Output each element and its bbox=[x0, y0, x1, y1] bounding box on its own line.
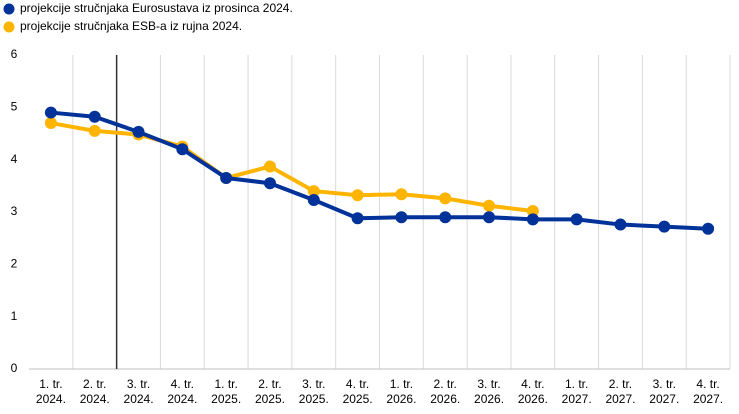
y-tick-label: 0 bbox=[11, 361, 18, 375]
series-point bbox=[526, 204, 539, 217]
x-tick-line: 4. tr. bbox=[171, 377, 194, 391]
series-point bbox=[307, 185, 320, 198]
x-tick-line: 2024. bbox=[80, 392, 110, 406]
series-point bbox=[483, 211, 496, 224]
series-point bbox=[483, 199, 496, 212]
series-point bbox=[88, 124, 101, 137]
x-tick-line: 2026. bbox=[518, 392, 548, 406]
x-tick-label: 3. tr. 2027. bbox=[649, 377, 679, 406]
series-point bbox=[44, 106, 57, 119]
legend-label: projekcije stručnjaka Eurosustava iz pro… bbox=[20, 1, 293, 15]
y-tick-label: 5 bbox=[11, 100, 18, 114]
x-tick-label: 1. tr. 2024. bbox=[36, 377, 66, 406]
x-tick-line: 2027. bbox=[605, 392, 635, 406]
series-point bbox=[176, 143, 189, 156]
x-tick-line: 2. tr. bbox=[258, 377, 281, 391]
x-tick-line: 2024. bbox=[124, 392, 154, 406]
x-tick-line: 1. tr. bbox=[214, 377, 237, 391]
x-tick-line: 2026. bbox=[386, 392, 416, 406]
x-tick-label: 3. tr. 2024. bbox=[124, 377, 154, 406]
series-line bbox=[50, 121, 534, 213]
x-tick-label: 2. tr. 2027. bbox=[605, 377, 635, 406]
x-tick-line: 1. tr. bbox=[565, 377, 588, 391]
x-tick-line: 2. tr. bbox=[83, 377, 106, 391]
legend-label: projekcije stručnjaka ESB-a iz rujna 202… bbox=[20, 19, 242, 33]
x-tick-label: 4. tr. 2026. bbox=[518, 377, 548, 406]
x-tick-line: 2025. bbox=[211, 392, 241, 406]
series-point bbox=[307, 193, 320, 206]
series-point bbox=[220, 171, 233, 184]
x-tick-label: 1. tr. 2026. bbox=[386, 377, 416, 406]
y-tick-label: 6 bbox=[11, 47, 18, 61]
x-tick-line: 2027. bbox=[693, 392, 723, 406]
x-tick-label: 4. tr. 2025. bbox=[343, 377, 373, 406]
series-point bbox=[44, 117, 57, 130]
x-tick-label: 4. tr. 2027. bbox=[693, 377, 723, 406]
series-point bbox=[88, 110, 101, 123]
x-tick-line: 2027. bbox=[562, 392, 592, 406]
x-tick-label: 1. tr. 2027. bbox=[562, 377, 592, 406]
x-tick-line: 3. tr. bbox=[477, 377, 500, 391]
series-point bbox=[351, 212, 364, 225]
series-point bbox=[132, 125, 145, 138]
legend-marker bbox=[3, 3, 15, 15]
series-point bbox=[702, 222, 715, 235]
x-tick-line: 2025. bbox=[343, 392, 373, 406]
x-tick-line: 3. tr. bbox=[302, 377, 325, 391]
series-point bbox=[263, 160, 276, 173]
x-tick-line: 2024. bbox=[167, 392, 197, 406]
x-tick-line: 2. tr. bbox=[434, 377, 457, 391]
x-tick-line: 2027. bbox=[649, 392, 679, 406]
y-tick-label: 4 bbox=[11, 152, 18, 166]
x-tick-line: 4. tr. bbox=[696, 377, 719, 391]
x-tick-label: 2. tr. 2025. bbox=[255, 377, 285, 406]
x-tick-line: 2026. bbox=[430, 392, 460, 406]
series-point bbox=[526, 213, 539, 226]
x-tick-label: 2. tr. 2026. bbox=[430, 377, 460, 406]
x-tick-label: 2. tr. 2024. bbox=[80, 377, 110, 406]
y-tick-label: 2 bbox=[11, 257, 18, 271]
x-tick-line: 3. tr. bbox=[127, 377, 150, 391]
series-point bbox=[570, 213, 583, 226]
series-line bbox=[50, 110, 709, 231]
series-point bbox=[614, 218, 627, 231]
series-point bbox=[395, 188, 408, 201]
series-point bbox=[395, 211, 408, 224]
x-tick-label: 4. tr. 2024. bbox=[167, 377, 197, 406]
y-tick-label: 3 bbox=[11, 204, 18, 218]
x-tick-line: 2. tr. bbox=[609, 377, 632, 391]
y-tick-label: 1 bbox=[11, 309, 18, 323]
x-tick-line: 2025. bbox=[255, 392, 285, 406]
x-tick-line: 4. tr. bbox=[346, 377, 369, 391]
series-point bbox=[351, 189, 364, 202]
series-point bbox=[439, 211, 452, 224]
x-tick-line: 2025. bbox=[299, 392, 329, 406]
x-tick-line: 1. tr. bbox=[390, 377, 413, 391]
x-tick-line: 1. tr. bbox=[39, 377, 62, 391]
x-tick-label: 1. tr. 2025. bbox=[211, 377, 241, 406]
x-tick-label: 3. tr. 2025. bbox=[299, 377, 329, 406]
series-point bbox=[658, 220, 671, 233]
x-tick-label: 3. tr. 2026. bbox=[474, 377, 504, 406]
x-tick-line: 2024. bbox=[36, 392, 66, 406]
series-point bbox=[439, 192, 452, 205]
series-point bbox=[263, 177, 276, 190]
legend-marker bbox=[3, 21, 15, 33]
x-tick-line: 2026. bbox=[474, 392, 504, 406]
x-tick-line: 3. tr. bbox=[653, 377, 676, 391]
x-tick-line: 4. tr. bbox=[521, 377, 544, 391]
